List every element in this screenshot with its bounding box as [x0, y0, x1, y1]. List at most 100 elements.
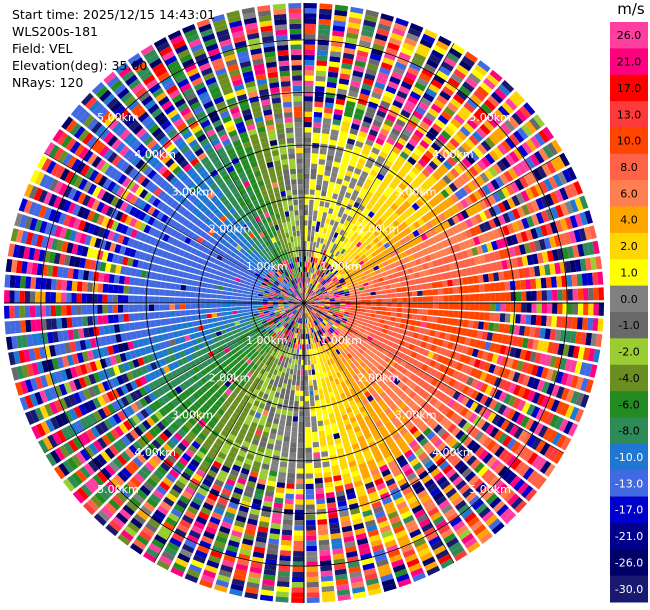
range-gate [333, 262, 339, 269]
range-gate [355, 162, 364, 171]
range-gate [409, 382, 417, 390]
range-gate [377, 132, 387, 141]
range-gate [393, 419, 402, 428]
range-gate [338, 312, 344, 316]
range-gate [401, 375, 409, 384]
range-gate [580, 332, 587, 345]
range-gate [412, 252, 420, 260]
range-gate [318, 205, 324, 212]
range-gate [543, 237, 552, 250]
range-gate [483, 321, 490, 331]
range-gate [372, 473, 382, 482]
range-gate [304, 359, 308, 366]
range-gate [357, 280, 363, 285]
range-gate [363, 319, 369, 324]
range-gate [407, 267, 414, 274]
range-gate [326, 287, 332, 292]
range-gate [411, 533, 424, 543]
range-gate [278, 471, 287, 478]
range-gate [353, 65, 365, 73]
range-gate [305, 323, 307, 329]
range-gate [350, 155, 359, 163]
range-gate [486, 116, 499, 129]
range-gate [374, 420, 383, 428]
range-gate [362, 226, 370, 234]
range-gate [360, 263, 367, 269]
range-gate [343, 250, 349, 257]
range-gate [385, 345, 392, 352]
range-gate [275, 596, 289, 603]
range-gate [400, 47, 414, 57]
range-gate [432, 288, 439, 296]
range-gate [489, 292, 496, 302]
range-gate [311, 262, 315, 268]
range-gate [411, 504, 423, 514]
range-gate [400, 318, 407, 324]
range-gate [307, 307, 311, 312]
range-gate [427, 309, 434, 316]
range-gate [392, 177, 401, 186]
range-gate [534, 352, 542, 364]
range-gate [322, 261, 327, 267]
range-gate [320, 399, 326, 406]
range-gate [380, 383, 389, 391]
range-gate [317, 309, 323, 313]
range-gate [550, 206, 560, 220]
range-gate [314, 274, 318, 280]
range-gate [546, 142, 558, 156]
range-gate [580, 394, 590, 408]
range-gate [536, 393, 546, 406]
range-gate [536, 379, 546, 392]
range-gate [390, 283, 396, 289]
range-gate [455, 429, 465, 440]
range-gate [534, 327, 541, 339]
range-gate [346, 365, 353, 372]
range-gate [402, 42, 416, 52]
range-gate [363, 116, 373, 124]
range-gate [304, 344, 307, 350]
range-gate [371, 275, 378, 280]
range-gate [541, 251, 549, 263]
range-gate [336, 495, 346, 502]
range-gate [443, 56, 457, 68]
range-gate [386, 399, 394, 407]
range-gate [315, 400, 321, 406]
range-gate [319, 3, 333, 10]
range-gate [319, 227, 324, 233]
range-gate [328, 265, 333, 271]
range-gate [563, 420, 574, 435]
range-gate [416, 125, 428, 135]
range-gate [329, 139, 337, 146]
range-gate [416, 77, 429, 87]
range-gate [328, 61, 340, 68]
range-gate [347, 22, 361, 30]
range-gate [418, 172, 428, 182]
range-gate [443, 106, 456, 117]
range-gate [397, 578, 412, 588]
range-gate [352, 260, 359, 267]
range-gate [404, 160, 414, 170]
range-gate [353, 385, 361, 393]
range-gate [325, 337, 330, 344]
range-gate [324, 102, 334, 109]
range-gate [397, 137, 407, 146]
range-gate [307, 277, 310, 283]
range-gate [390, 127, 401, 137]
range-gate [434, 181, 444, 192]
range-gate [539, 327, 546, 339]
range-gate [585, 379, 594, 394]
range-gate [376, 326, 383, 332]
range-gate [374, 114, 385, 123]
range-gate [529, 351, 537, 363]
range-gate [371, 500, 382, 509]
range-gate [404, 387, 413, 396]
range-gate [579, 258, 587, 272]
range-gate [535, 212, 545, 225]
range-gate [362, 449, 372, 457]
range-gate [309, 317, 313, 323]
range-gate [308, 375, 313, 381]
range-gate [436, 441, 447, 452]
range-gate [509, 475, 522, 488]
range-gate [304, 385, 309, 391]
range-gate [417, 547, 431, 558]
